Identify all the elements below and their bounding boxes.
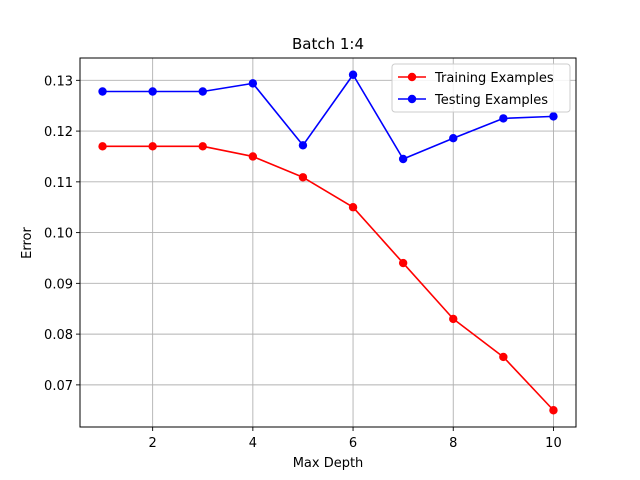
data-point — [198, 142, 207, 151]
y-axis-label: Error — [20, 227, 35, 259]
y-tick-label: 0.11 — [44, 176, 73, 191]
legend-label: Testing Examples — [434, 93, 548, 108]
series-line — [102, 73, 554, 160]
legend-box — [391, 63, 571, 113]
x-tick-label: 2 — [149, 436, 157, 451]
data-point — [398, 154, 408, 164]
x-tick-label: 6 — [349, 436, 357, 451]
series-area — [98, 70, 558, 415]
data-point — [499, 352, 508, 362]
data-point — [449, 314, 458, 324]
data-point — [298, 141, 308, 150]
y-tick-label: 0.07 — [44, 379, 73, 394]
legend-marker — [407, 94, 417, 104]
x-tick-label: 4 — [249, 436, 257, 451]
data-point — [248, 79, 258, 88]
data-point — [98, 142, 107, 151]
data-point — [499, 114, 508, 123]
data-point — [198, 87, 207, 96]
data-point — [549, 112, 558, 121]
data-point — [449, 133, 458, 143]
data-point — [348, 70, 358, 79]
data-point — [248, 152, 258, 161]
data-point — [148, 142, 157, 151]
chart-title: Batch 1:4 — [292, 35, 364, 53]
grid — [80, 58, 576, 427]
x-tick-label: 10 — [545, 436, 562, 451]
y-tick-label: 0.10 — [44, 227, 73, 242]
y-tick-label: 0.09 — [44, 277, 73, 292]
series-line — [102, 145, 555, 411]
data-point — [348, 203, 358, 212]
x-axis-label: Max Depth — [293, 456, 364, 471]
data-point — [298, 173, 308, 182]
legend-label: Training Examples — [434, 71, 554, 86]
data-point — [98, 87, 107, 96]
x-tick-label: 8 — [449, 436, 457, 451]
y-tick-label: 0.12 — [44, 125, 73, 140]
data-point — [549, 406, 558, 415]
legend: Training Examples Testing Examples — [391, 63, 571, 113]
plot-frame — [79, 57, 577, 428]
legend-marker — [407, 72, 417, 82]
y-tick-label: 0.13 — [44, 74, 73, 89]
data-point — [398, 258, 408, 268]
axis-ticks: 2 4 6 8 10 0.07 0.08 0.09 0.10 0.11 0.12 0.13 — [44, 74, 562, 451]
data-point — [148, 87, 157, 96]
y-tick-label: 0.08 — [44, 328, 73, 343]
